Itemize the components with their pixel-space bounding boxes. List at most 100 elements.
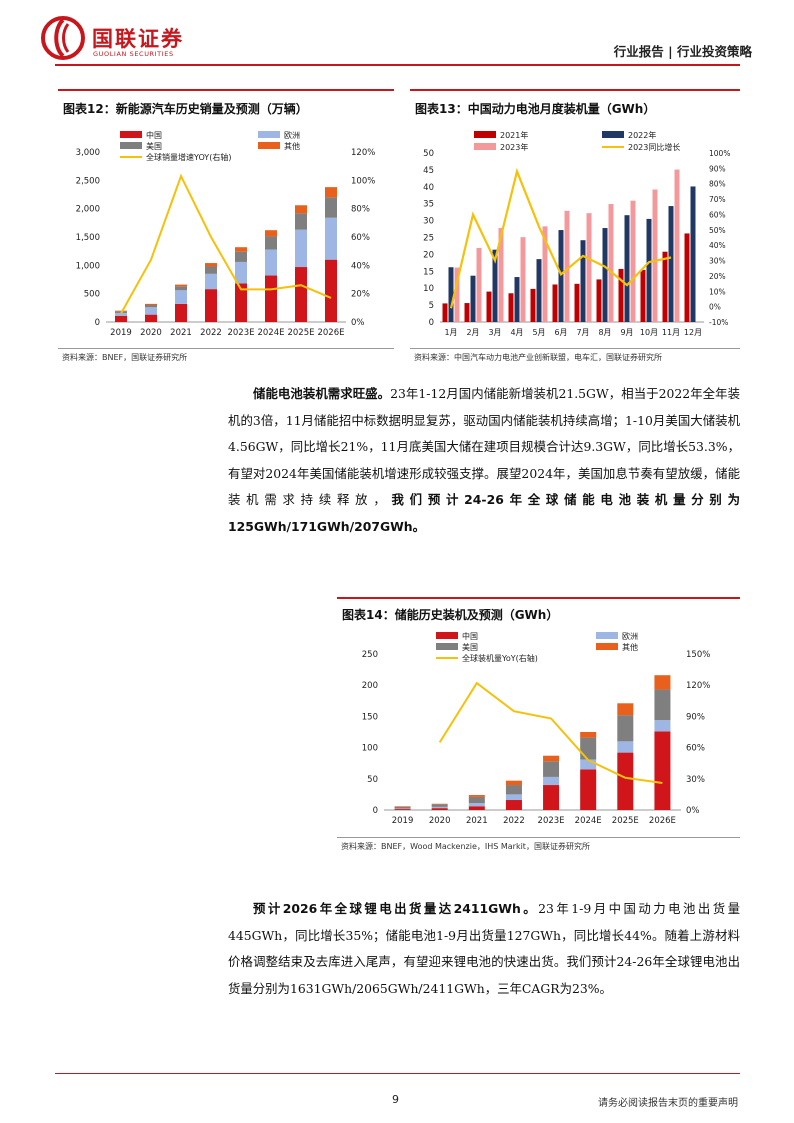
legend-other-swatch xyxy=(258,142,280,149)
bar-1 xyxy=(205,273,217,290)
fig14-top-rule xyxy=(337,597,740,599)
y2-tick-label: 120% xyxy=(686,681,710,691)
bar-2021年 xyxy=(640,269,646,322)
bar-2023年 xyxy=(520,237,526,322)
bar-0 xyxy=(431,808,448,810)
x-tick-label: 9月 xyxy=(620,328,633,337)
bar-1 xyxy=(394,808,411,810)
bar-0 xyxy=(115,315,127,322)
bar-1 xyxy=(654,720,671,732)
bar-1 xyxy=(175,290,187,304)
y2-tick-label: 40% xyxy=(351,261,370,271)
bar-2022年 xyxy=(690,186,696,322)
fig13-top-rule xyxy=(410,89,740,91)
bar-2023年 xyxy=(542,226,548,322)
bar-3 xyxy=(505,780,522,786)
bar-2021年 xyxy=(464,303,470,322)
bar-2 xyxy=(145,305,157,308)
legend-us-swatch xyxy=(436,643,458,650)
paragraph-energy-storage: 储能电池装机需求旺盛。23年1-12月国内储能新增装机21.5GW，相当于202… xyxy=(228,381,740,540)
y-tick-label: 100 xyxy=(362,744,378,754)
x-tick-label: 7月 xyxy=(576,328,589,337)
legend-yoy-label: 2023同比增长 xyxy=(628,142,680,152)
bar-2021年 xyxy=(618,268,624,322)
bar-0 xyxy=(654,731,671,810)
y-tick-label: 150 xyxy=(362,712,378,722)
x-tick-label: 2025E xyxy=(612,816,639,826)
bar-2 xyxy=(175,286,187,291)
legend-other-label: 其他 xyxy=(622,642,638,652)
bar-2022年 xyxy=(558,230,564,322)
bar-3 xyxy=(265,230,277,237)
x-tick-label: 2026E xyxy=(317,328,344,338)
bar-2022年 xyxy=(470,275,476,322)
bar-3 xyxy=(115,310,127,312)
bar-2022年 xyxy=(536,259,542,322)
y-tick-label: 15 xyxy=(423,267,434,277)
legend-yoy-label: 全球装机量YoY(右轴) xyxy=(462,653,538,663)
bar-1 xyxy=(325,217,337,260)
bar-3 xyxy=(145,303,157,305)
y2-tick-label: 30% xyxy=(709,257,726,266)
x-tick-label: 10月 xyxy=(640,328,658,337)
fig13-source-rule xyxy=(410,348,740,349)
bar-0 xyxy=(580,769,597,810)
y-tick-label: 50 xyxy=(423,149,434,159)
bar-2021年 xyxy=(574,283,580,322)
y2-tick-label: 100% xyxy=(709,149,730,158)
para2-text: 23年1-9月中国动力电池出货量445GWh，同比增长35%；储能电池1-9月出… xyxy=(228,901,740,996)
bar-3 xyxy=(295,205,307,214)
fig14-title: 图表14：储能历史装机及预测（GWh） xyxy=(342,608,559,622)
fig12-title: 图表12：新能源汽车历史销量及预测（万辆） xyxy=(63,102,308,116)
legend-yoy-label: 全球销量增速YOY(右轴) xyxy=(146,152,231,162)
fig12-source-rule xyxy=(58,348,394,349)
legend-2022-swatch xyxy=(602,131,624,138)
bar-0 xyxy=(175,303,187,322)
bar-2 xyxy=(325,197,337,218)
bar-3 xyxy=(431,803,448,805)
bar-2021年 xyxy=(662,251,668,322)
logo-en: GUOLIAN SECURITIES xyxy=(93,50,174,58)
bar-3 xyxy=(235,247,247,252)
y-tick-label: 3,000 xyxy=(76,148,100,158)
bar-0 xyxy=(235,283,247,322)
fig14-source-rule xyxy=(337,837,740,838)
y2-tick-label: 70% xyxy=(709,195,726,204)
legend-other-label: 其他 xyxy=(284,141,300,151)
bar-3 xyxy=(205,263,217,267)
bar-2023年 xyxy=(652,189,658,322)
x-tick-label: 2022 xyxy=(200,328,222,338)
bar-0 xyxy=(265,275,277,322)
x-tick-label: 2024E xyxy=(575,816,602,826)
y2-tick-label: 30% xyxy=(686,775,705,785)
yoy-line xyxy=(438,681,663,784)
bar-2 xyxy=(394,806,411,809)
y2-tick-label: 90% xyxy=(709,164,726,173)
legend-europe-label: 欧洲 xyxy=(622,631,638,641)
bar-2022年 xyxy=(646,218,652,322)
bar-1 xyxy=(543,776,560,786)
page-number: 9 xyxy=(392,1093,399,1106)
bar-2021年 xyxy=(596,279,602,322)
x-tick-label: 12月 xyxy=(684,328,702,337)
fig13-title: 图表13：中国动力电池月度装机量（GWh） xyxy=(415,102,656,116)
y2-tick-label: 0% xyxy=(686,806,700,816)
bar-2 xyxy=(431,804,448,807)
bar-2 xyxy=(295,213,307,230)
legend-2022-label: 2022年 xyxy=(628,130,656,140)
y-tick-label: 250 xyxy=(362,650,378,660)
y2-tick-label: 0% xyxy=(351,318,365,328)
y2-tick-label: 80% xyxy=(709,180,726,189)
bar-2 xyxy=(468,796,485,804)
bar-2022年 xyxy=(580,240,586,322)
bar-1 xyxy=(235,261,247,284)
logo: 国联证券 GUOLIAN SECURITIES xyxy=(40,14,240,62)
bar-2022年 xyxy=(624,215,630,322)
para1-conclusion: 我们预计24-26年全球储能电池装机量分别为125GWh/171GWh/207G… xyxy=(228,492,740,534)
fig12-chart: 0 500 1,000 1,500 2,000 2,500 3,000 0% 20% 40% 60%… xyxy=(76,130,376,338)
bar-2 xyxy=(235,251,247,262)
y2-tick-label: 150% xyxy=(686,650,710,660)
fig12-source: 资料来源：BNEF，国联证券研究所 xyxy=(62,353,188,362)
fig14-source: 资料来源：BNEF，Wood Mackenzie，IHS Markit，国联证券… xyxy=(341,842,590,851)
bar-0 xyxy=(617,752,634,810)
